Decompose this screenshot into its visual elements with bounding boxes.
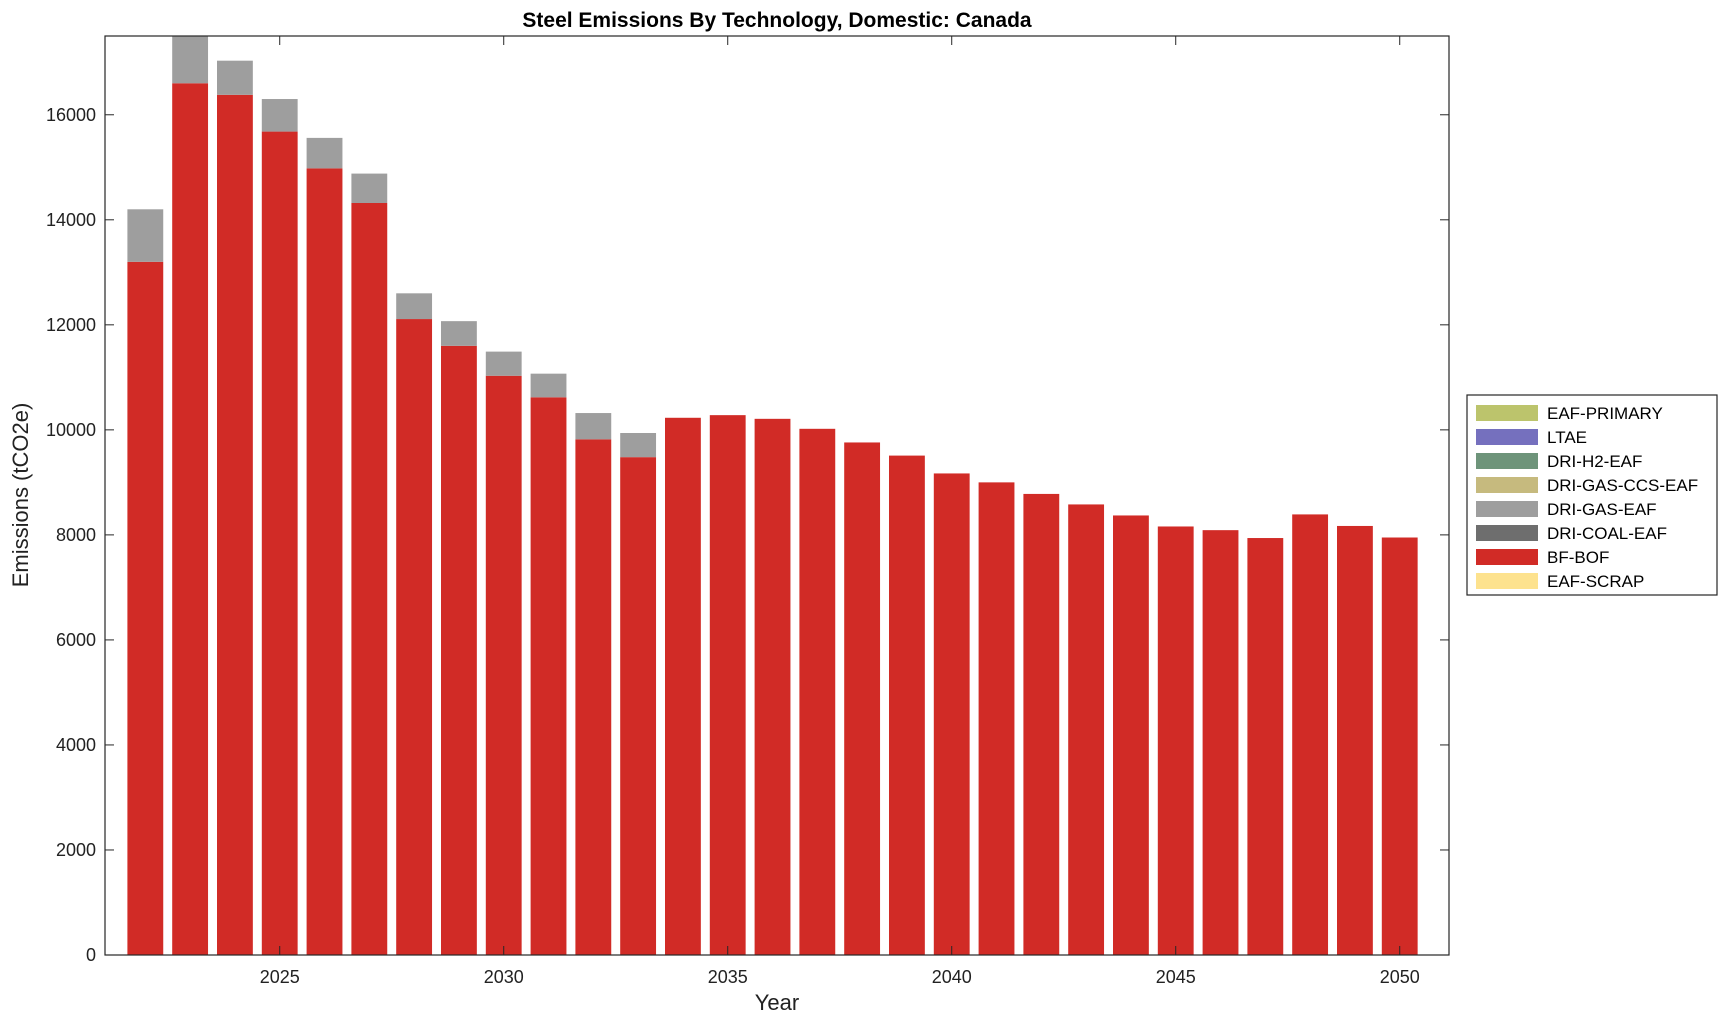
bar-bf-bof-2038 (844, 442, 881, 956)
bar-bf-bof-2044 (1113, 515, 1149, 955)
bar-bf-bof-2047 (1247, 538, 1284, 955)
y-tick-label: 8000 (56, 525, 96, 545)
legend-swatch-ltae (1476, 429, 1538, 445)
bar-bf-bof-2029 (441, 345, 477, 956)
bar-bf-bof-2026 (306, 168, 343, 956)
bar-bf-bof-2041 (978, 482, 1015, 955)
bar-bf-bof-2036 (754, 418, 791, 956)
bar-dri-gas-eaf-2032 (575, 413, 612, 440)
legend-label-dri-coal-eaf: DRI-COAL-EAF (1547, 524, 1667, 543)
legend-label-ltae: LTAE (1547, 428, 1587, 447)
bar-bf-bof-2032 (575, 439, 612, 955)
legend-swatch-dri-h2-eaf (1476, 453, 1538, 469)
x-axis-label: Year (755, 990, 799, 1015)
bar-bf-bof-2030 (485, 375, 522, 955)
legend-swatch-dri-gas-eaf (1476, 501, 1538, 517)
bar-bf-bof-2046 (1202, 530, 1239, 955)
bar-bf-bof-2042 (1023, 493, 1060, 955)
legend-swatch-dri-gas-ccs-eaf (1476, 477, 1538, 493)
bar-dri-gas-eaf-2025 (261, 99, 298, 132)
bar-bf-bof-2023 (172, 83, 209, 955)
y-tick-label: 2000 (56, 840, 96, 860)
legend-label-dri-gas-eaf: DRI-GAS-EAF (1547, 500, 1657, 519)
x-tick-label: 2035 (708, 967, 748, 987)
bar-bf-bof-2039 (889, 455, 925, 955)
bar-bf-bof-2048 (1292, 514, 1329, 955)
x-tick-label: 2040 (932, 967, 972, 987)
plot-area-frame (104, 35, 1450, 956)
bar-bf-bof-2035 (709, 415, 746, 955)
bar-dri-gas-eaf-2031 (530, 373, 567, 398)
y-tick-label: 16000 (46, 105, 96, 125)
bar-bf-bof-2025 (261, 131, 298, 955)
bar-bf-bof-2033 (620, 457, 657, 955)
legend-label-eaf-scrap: EAF-SCRAP (1547, 572, 1644, 591)
bar-dri-gas-eaf-2023 (172, 36, 209, 84)
bar-dri-gas-eaf-2029 (441, 321, 477, 346)
bar-bf-bof-2028 (396, 319, 433, 955)
bar-dri-gas-eaf-2028 (396, 293, 433, 320)
bar-dri-gas-eaf-2027 (351, 173, 388, 203)
legend-label-dri-gas-ccs-eaf: DRI-GAS-CCS-EAF (1547, 476, 1698, 495)
y-axis-label: Emissions (tCO2e) (8, 403, 33, 588)
legend-swatch-dri-coal-eaf (1476, 525, 1538, 541)
bar-bf-bof-2024 (217, 94, 253, 955)
y-tick-label: 12000 (46, 315, 96, 335)
bar-bf-bof-2034 (665, 417, 701, 955)
legend-swatch-eaf-scrap (1476, 573, 1538, 589)
legend-label-bf-bof: BF-BOF (1547, 548, 1609, 567)
x-tick-label: 2050 (1380, 967, 1420, 987)
x-tick-label: 2045 (1156, 967, 1196, 987)
bar-bf-bof-2027 (351, 203, 388, 955)
y-tick-label: 0 (86, 945, 96, 965)
legend: EAF-PRIMARY LTAE DRI-H2-EAF DRI-GAS-CCS-EAF… (1466, 394, 1718, 596)
chart-title: Steel Emissions By Technology, Domestic:… (522, 9, 1032, 32)
legend-label-dri-h2-eaf: DRI-H2-EAF (1547, 452, 1642, 471)
bar-dri-gas-eaf-2024 (217, 60, 253, 95)
bar-bf-bof-2022 (127, 261, 164, 955)
bar-bf-bof-2043 (1068, 504, 1105, 955)
x-tick-label: 2030 (484, 967, 524, 987)
bar-bf-bof-2045 (1157, 526, 1194, 955)
bar-dri-gas-eaf-2033 (620, 433, 657, 458)
bars-layer (127, 36, 1418, 956)
y-tick-label: 4000 (56, 735, 96, 755)
bar-dri-gas-eaf-2030 (485, 351, 522, 376)
legend-label-eaf-primary: EAF-PRIMARY (1547, 404, 1663, 423)
legend-swatch-eaf-primary (1476, 405, 1538, 421)
bar-bf-bof-2037 (799, 428, 836, 955)
bar-bf-bof-2049 (1337, 525, 1373, 955)
bar-dri-gas-eaf-2022 (127, 209, 164, 262)
bar-bf-bof-2050 (1381, 537, 1418, 955)
axis-ticks: 2025 2030 2035 2040 2045 2050 0 2000 4000 6000 800… (46, 36, 1449, 987)
y-tick-label: 10000 (46, 420, 96, 440)
y-tick-label: 14000 (46, 210, 96, 230)
bar-dri-gas-eaf-2026 (306, 137, 343, 169)
bar-bf-bof-2031 (530, 397, 567, 955)
x-tick-label: 2025 (260, 967, 300, 987)
bar-bf-bof-2040 (933, 473, 970, 955)
y-tick-label: 6000 (56, 630, 96, 650)
legend-swatch-bf-bof (1476, 549, 1538, 565)
